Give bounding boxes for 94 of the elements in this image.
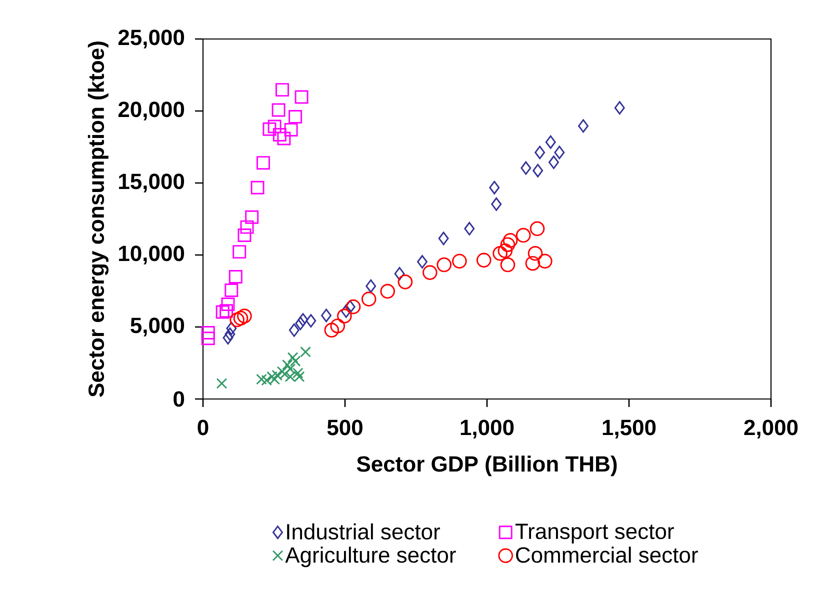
point (578, 119, 589, 133)
point (262, 122, 276, 136)
point (276, 83, 289, 97)
point (321, 308, 332, 322)
point (284, 122, 298, 136)
y-tick-label: 10,000 (119, 246, 184, 264)
point (554, 146, 565, 160)
point (528, 246, 543, 261)
point (277, 132, 291, 146)
point (500, 257, 516, 272)
point (516, 228, 531, 243)
point (452, 254, 467, 269)
point (525, 256, 540, 271)
point (366, 279, 376, 293)
point (438, 232, 449, 246)
point (232, 245, 246, 259)
point (436, 257, 452, 272)
point (221, 298, 235, 311)
point (340, 304, 352, 318)
point (237, 308, 252, 324)
point (268, 120, 282, 134)
point (240, 220, 254, 234)
x-axis-title: Sector GDP (Billion THB) (356, 456, 617, 476)
y-tick-label: 25,000 (118, 30, 184, 48)
point (272, 128, 286, 142)
point (300, 346, 311, 358)
point (272, 103, 286, 117)
point (226, 322, 237, 336)
point (394, 266, 405, 280)
point (500, 237, 516, 252)
point (476, 252, 492, 268)
point (294, 90, 308, 104)
point (233, 310, 248, 326)
point (380, 284, 396, 299)
legend-label: Agriculture sector (285, 546, 456, 568)
point (417, 255, 428, 268)
point (224, 327, 236, 341)
point (238, 228, 252, 242)
point (330, 318, 346, 334)
point (344, 300, 356, 314)
point (245, 210, 259, 224)
point (201, 332, 215, 346)
point (292, 368, 304, 379)
y-tick-label: 0 (174, 391, 184, 407)
point (498, 243, 513, 258)
point (545, 135, 556, 149)
point (398, 274, 413, 290)
point (548, 156, 559, 169)
point (520, 161, 532, 175)
point (250, 180, 264, 194)
point (298, 313, 308, 327)
point (538, 254, 552, 269)
y-tick-label: 5,000 (130, 318, 184, 336)
point (201, 326, 215, 340)
point (324, 322, 340, 338)
x-tick-label: 500 (327, 420, 362, 436)
point (290, 356, 301, 367)
point (361, 292, 376, 306)
point (288, 323, 300, 337)
point (288, 110, 302, 124)
y-axis-title: Sector energy consumption (ktoe) (88, 42, 109, 397)
point (224, 284, 238, 298)
point (295, 316, 306, 330)
point (346, 299, 361, 314)
point (422, 265, 438, 280)
x-tick-label: 1,000 (460, 420, 514, 438)
point (216, 305, 230, 319)
point (306, 314, 316, 328)
y-tick-label: 15,000 (119, 174, 184, 192)
point (220, 304, 234, 318)
point (216, 378, 228, 389)
point (464, 222, 475, 236)
point (492, 246, 508, 261)
point (337, 308, 352, 324)
legend-label: Commercial sector (516, 546, 698, 563)
point (489, 180, 500, 194)
point (282, 359, 293, 370)
point (256, 156, 270, 170)
point (530, 221, 545, 236)
legend-label: Transport sector (515, 524, 674, 544)
x-tick-label: 0 (198, 420, 208, 436)
point (287, 352, 298, 363)
point (614, 101, 625, 115)
point (532, 164, 544, 178)
point (491, 197, 502, 211)
point (228, 270, 242, 284)
y-tick-label: 20,000 (118, 102, 184, 120)
point (222, 331, 234, 345)
x-tick-label: 1,500 (602, 420, 656, 438)
point (534, 146, 546, 160)
point (502, 233, 518, 248)
legend-label: Industrial sector (287, 523, 440, 540)
x-tick-label: 2,000 (744, 420, 798, 438)
point (230, 312, 244, 328)
